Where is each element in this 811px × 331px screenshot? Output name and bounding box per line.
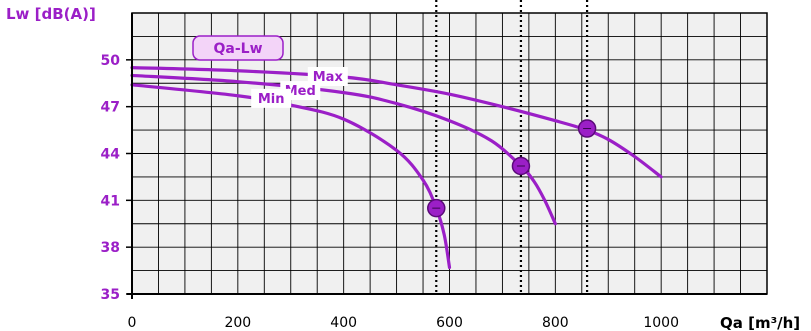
operating-points (427, 119, 597, 218)
x-tick-label: 800 (542, 315, 569, 331)
x-axis-title: Qa [m³/h] (720, 314, 800, 331)
x-tick-label: 200 (224, 315, 251, 331)
x-tick-label: 600 (436, 315, 463, 331)
curve-label-max: Max (313, 70, 344, 85)
y-tick-label: 50 (101, 53, 121, 69)
tick-labels: 35 38 41 44 47 50 0 200 400 600 800 1000 (101, 53, 679, 331)
x-tick-label: 0 (128, 315, 137, 331)
y-tick-label: 38 (101, 240, 120, 256)
curve-label-med: Med (285, 84, 316, 99)
series-line-med (130, 73, 557, 226)
series-line-max (130, 66, 663, 179)
series-lines (130, 66, 663, 270)
x-tick-label: 1000 (643, 315, 679, 331)
axes (126, 12, 768, 299)
dotted-verticals (435, 0, 589, 294)
curve-label-min: Min (258, 92, 285, 107)
y-axis-title: Lw [dB(A)] (6, 5, 96, 23)
legend-box: Qa-Lw (192, 35, 284, 61)
y-tick-label: 35 (101, 287, 120, 303)
curve-label-bg (251, 88, 292, 108)
x-tick-label: 400 (330, 315, 357, 331)
legend-text: Qa-Lw (213, 41, 262, 57)
y-tick-label: 41 (101, 193, 120, 209)
series-line-min (130, 83, 452, 270)
y-tick-label: 47 (101, 100, 120, 116)
y-tick-label: 44 (101, 147, 121, 163)
